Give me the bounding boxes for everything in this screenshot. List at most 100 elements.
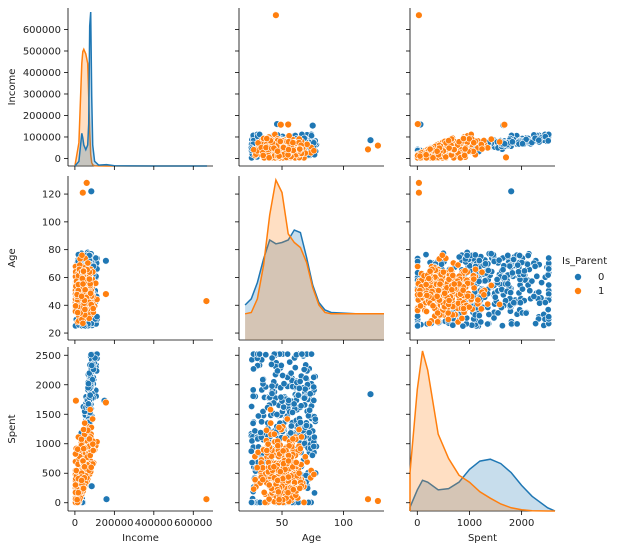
y-tick-label: 1000 (36, 439, 61, 450)
scatter-point-series-0 (526, 287, 534, 295)
legend-label-0: 0 (598, 272, 604, 283)
y-tick-label: 1500 (36, 410, 61, 421)
scatter-point-series-1 (450, 280, 458, 288)
scatter-point-series-0 (273, 410, 281, 418)
scatter-point-series-0 (273, 367, 281, 375)
scatter-point-series-1 (429, 154, 437, 162)
outlier-point-series-0 (102, 257, 110, 265)
scatter-point-series-1 (89, 305, 97, 313)
scatter-point-series-1 (263, 135, 271, 143)
scatter-point-series-1 (439, 268, 447, 276)
scatter-point-series-0 (310, 433, 318, 441)
x-tick-label: 1000 (457, 518, 482, 529)
scatter-point-series-1 (425, 274, 433, 282)
y-tick-label: 500000 (23, 46, 61, 57)
scatter-point-series-1 (80, 484, 88, 492)
scatter-point-series-1 (310, 147, 318, 155)
scatter-point-series-1 (461, 145, 469, 153)
scatter-point-series-1 (265, 495, 273, 503)
scatter-point-series-0 (520, 267, 528, 275)
scatter-point-series-1 (74, 309, 82, 317)
scatter-point-series-0 (499, 266, 507, 274)
scatter-point-series-0 (88, 361, 96, 369)
scatter-point-series-0 (268, 354, 276, 362)
outlier-point-series-1 (72, 397, 80, 405)
scatter-point-series-0 (267, 360, 275, 368)
scatter-point-series-1 (89, 415, 97, 423)
panel-income-vs-age (235, 8, 384, 170)
scatter-point-series-1 (274, 476, 282, 484)
scatter-point-series-0 (268, 390, 276, 398)
scatter-point-series-0 (295, 384, 303, 392)
scatter-point-series-1 (436, 280, 444, 288)
y-tick-label: 2500 (36, 351, 61, 362)
scatter-point-series-0 (544, 271, 552, 279)
scatter-point-series-0 (290, 400, 298, 408)
scatter-point-series-0 (257, 429, 265, 437)
scatter-point-series-0 (508, 269, 516, 277)
scatter-point-series-1 (487, 135, 495, 143)
scatter-point-series-1 (423, 291, 431, 299)
scatter-point-series-1 (471, 265, 479, 273)
scatter-point-series-0 (259, 376, 267, 384)
x-tick-label: 0 (72, 518, 78, 529)
scatter-point-series-1 (79, 457, 87, 465)
scatter-point-series-1 (284, 489, 292, 497)
panel-spent-vs-spent: 0 1000 2000 (406, 347, 556, 529)
scatter-point-series-1 (484, 144, 492, 152)
scatter-point-series-0 (504, 251, 512, 259)
scatter-point-series-1 (279, 447, 287, 455)
scatter-point-series-0 (484, 320, 492, 328)
scatter-point-series-0 (248, 459, 256, 467)
scatter-point-series-0 (544, 306, 552, 314)
scatter-point-series-1 (470, 275, 478, 283)
outlier-point-series-1 (102, 290, 110, 298)
scatter-point-series-1 (264, 440, 272, 448)
scatter-point-series-0 (491, 293, 499, 301)
kde-line-series-1 (74, 47, 208, 167)
scatter-point-series-0 (475, 257, 483, 265)
panel-age-vs-age (235, 176, 384, 344)
scatter-point-series-1 (434, 318, 442, 326)
scatter-point-series-0 (85, 380, 93, 388)
scatter-point-series-1 (78, 292, 86, 300)
scatter-point-series-0 (545, 265, 553, 273)
scatter-point-series-1 (301, 453, 309, 461)
scatter-point-series-1 (78, 476, 86, 484)
scatter-point-series-0 (513, 320, 521, 328)
y-tick-label: 100 (42, 217, 61, 228)
scatter-point-series-0 (471, 251, 479, 259)
scatter-point-series-0 (514, 268, 522, 276)
y-tick-label: 80 (48, 245, 61, 256)
x-tick-label: 2000 (509, 518, 534, 529)
scatter-point-series-0 (506, 262, 514, 270)
scatter-point-series-1 (84, 259, 92, 267)
scatter-point-series-1 (81, 305, 89, 313)
scatter-point-series-1 (461, 151, 469, 159)
scatter-point-series-0 (286, 358, 294, 366)
scatter-point-series-0 (541, 298, 549, 306)
scatter-point-series-1 (296, 445, 304, 453)
scatter-point-series-0 (277, 361, 285, 369)
y-axis-label-income: Income (7, 69, 18, 106)
scatter-point-series-1 (270, 463, 278, 471)
scatter-point-series-0 (455, 253, 463, 261)
scatter-point-series-0 (463, 251, 471, 259)
outlier-point-series-0 (309, 121, 317, 130)
scatter-point-series-1 (87, 463, 95, 471)
scatter-point-series-0 (311, 415, 319, 423)
scatter-point-series-0 (258, 418, 266, 426)
scatter-point-series-1 (73, 496, 81, 504)
y-tick-label: 100000 (23, 132, 61, 143)
scatter-point-series-1 (444, 315, 452, 323)
y-tick-label: 20 (48, 329, 61, 340)
scatter-point-series-1 (459, 305, 467, 313)
scatter-point-series-0 (475, 312, 483, 320)
scatter-point-series-0 (307, 350, 315, 358)
scatter-point-series-1 (259, 476, 267, 484)
scatter-point-series-0 (528, 277, 536, 285)
outlier-point-series-1 (277, 120, 285, 129)
outlier-point-series-0 (87, 482, 96, 490)
scatter-point-series-0 (305, 429, 313, 437)
outlier-point-series-1 (102, 398, 110, 407)
